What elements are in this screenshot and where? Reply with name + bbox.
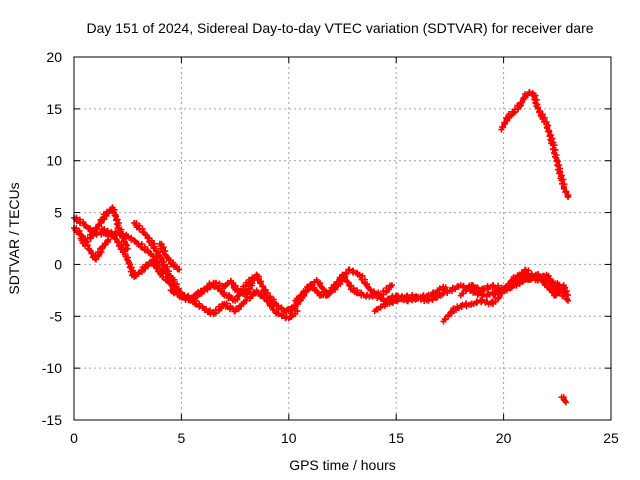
data-point-trail (449, 283, 462, 294)
series-track-13 (500, 271, 572, 304)
y-tick-label: -5 (50, 308, 63, 324)
data-point-trail (536, 108, 550, 125)
x-axis-label: GPS time / hours (289, 457, 396, 473)
data-point (565, 297, 572, 304)
x-tick-label: 20 (496, 430, 512, 446)
data-point-trail (556, 168, 568, 188)
series-track-3 (77, 235, 112, 263)
data-point-trail (526, 89, 536, 99)
x-tick-label: 5 (178, 430, 186, 446)
data-point-trail (109, 205, 122, 231)
data-point-trail (543, 122, 557, 147)
data-point-trail (545, 272, 560, 293)
data-point (105, 236, 112, 243)
data-point-trail (254, 272, 271, 298)
x-tick-label: 15 (388, 430, 404, 446)
series-track-8 (285, 271, 449, 315)
data-point-trail (517, 94, 528, 106)
y-tick-label: -10 (42, 360, 62, 376)
series-track-15 (558, 394, 569, 406)
axis-ticks: 0 5 10 15 20 25 -15 -10 -5 0 5 10 15 20 (42, 49, 619, 446)
data-point-trail (499, 115, 511, 131)
y-axis-label: SDTVAR / TECUs (6, 182, 22, 294)
data-point-trail (549, 142, 564, 173)
plot-frame (73, 56, 612, 421)
data-point-trail (100, 226, 117, 240)
data-point-trail (142, 231, 158, 252)
data-point-trail (314, 278, 330, 299)
x-tick-label: 10 (281, 430, 297, 446)
data-point-trail (132, 220, 147, 236)
data-point-trail (112, 235, 129, 256)
x-tick-label: 25 (603, 430, 619, 446)
y-tick-label: 5 (54, 205, 62, 221)
data-point-trail (404, 291, 420, 302)
data-point-trail (334, 266, 352, 287)
data-point-trail (522, 90, 533, 99)
chart-title: Day 151 of 2024, Sidereal Day-to-day VTE… (86, 20, 593, 36)
data-point-trail (100, 206, 114, 219)
y-tick-label: 20 (46, 49, 62, 65)
data-point-trail (357, 272, 374, 293)
data-point (562, 399, 569, 406)
grid-lines (74, 57, 611, 420)
series-track-5 (131, 219, 301, 322)
data-point (388, 282, 395, 289)
series-track-7 (167, 277, 256, 303)
series-track-14 (498, 89, 572, 201)
data-point-trail (560, 284, 571, 303)
data-points (71, 89, 572, 406)
y-tick-label: -15 (42, 412, 62, 428)
y-tick-label: 15 (46, 101, 62, 117)
series-track-9 (292, 266, 395, 304)
data-point-trail (200, 283, 211, 294)
data-point (442, 284, 449, 291)
y-tick-label: 10 (46, 153, 62, 169)
data-point (294, 308, 301, 315)
x-tick-label: 0 (70, 430, 78, 446)
data-point-trail (160, 262, 177, 286)
data-point-trail (450, 303, 462, 315)
data-point-trail (136, 241, 154, 257)
data-point (249, 280, 256, 287)
data-point (565, 194, 572, 201)
series-track-6 (156, 240, 183, 273)
y-tick-label: 0 (54, 256, 62, 272)
data-point-trail (233, 298, 247, 313)
data-point-trail (275, 310, 290, 322)
data-point (176, 266, 183, 273)
data-point-trail (92, 215, 108, 232)
